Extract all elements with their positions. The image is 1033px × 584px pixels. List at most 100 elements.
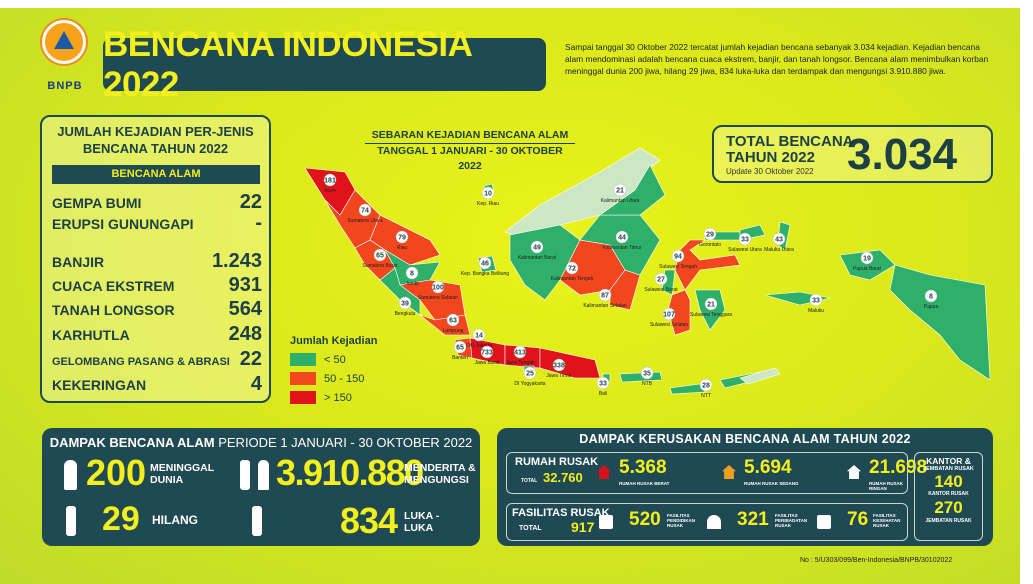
legend-label: < 50 [324, 353, 346, 366]
count-badge [472, 328, 486, 342]
region-name: Kalimantan Selatan [583, 303, 627, 309]
region-kalimantan-barat [509, 224, 581, 301]
region-name: Sumatera Barat [362, 263, 398, 269]
disaster-type-name: BANJIR [52, 254, 105, 270]
region-marker: 87 Kalimantan Selatan [583, 288, 627, 309]
region-count: 19 [863, 256, 871, 263]
region-name: Sulawesi Tenggara [690, 312, 732, 318]
house-value: 5.368 [619, 457, 667, 478]
bencana-alam-bar: BENCANA ALAM [52, 165, 260, 184]
facility-label: FASILITAS PERIBADATAN RUSAK [775, 513, 807, 528]
injured-label-2: LUKA [404, 522, 434, 534]
missing-label: HILANG [152, 513, 198, 527]
impact-title: DAMPAK BENCANA ALAM PERIODE 1 JANUARI - … [42, 435, 480, 450]
region-count: 733 [481, 350, 493, 357]
region-name: Kalimantan Utara [601, 198, 640, 204]
region-name: NTB [642, 381, 653, 387]
count-badge [596, 376, 610, 390]
count-badge [662, 307, 676, 321]
count-badge [809, 293, 823, 307]
facilities-total-label: TOTAL [519, 525, 542, 532]
injured-person-icon [252, 506, 262, 536]
disaster-type-name: KEKERINGAN [52, 377, 147, 393]
summary-text: Sampai tanggal 30 Oktober 2022 tercatat … [565, 42, 989, 76]
disaster-type-value: 931 [228, 274, 262, 296]
region-name: Jawa Barat [474, 360, 500, 366]
count-badge [395, 230, 409, 244]
count-badge [431, 280, 445, 294]
region-count: 33 [812, 298, 820, 305]
region-count: 413 [514, 350, 526, 357]
region-count: 94 [674, 254, 682, 261]
count-badge [323, 173, 337, 187]
logo-text: BNPB [47, 80, 83, 92]
count-badge [565, 261, 579, 275]
disaster-type-name: KARHUTLA [52, 327, 130, 343]
damage-title: DAMPAK KERUSAKAN BENCANA ALAM TAHUN 2022 [579, 432, 911, 446]
legend-label: 50 - 150 [324, 372, 365, 385]
disaster-type-row: GEMPA BUMI 22 [52, 191, 262, 214]
count-badge [453, 340, 467, 354]
region-count: 63 [449, 318, 457, 325]
house-label: RUMAH RUSAK SEDANG [744, 481, 799, 486]
house-value: 21.698 [869, 457, 928, 478]
count-badge [654, 272, 668, 286]
count-badge [481, 186, 495, 200]
region-name: Jambi [405, 281, 418, 287]
facilities-total: 917 [571, 519, 595, 535]
house-icon [847, 465, 861, 479]
facility-label-2: KESEHATAN [873, 518, 901, 523]
damage-panel: DAMPAK KERUSAKAN BENCANA ALAM TAHUN 2022… [497, 428, 993, 546]
region-count: 25 [526, 371, 534, 378]
region-name: DI Yogyakarta [514, 381, 545, 387]
total-label-1: TOTAL BENCANA [726, 133, 854, 150]
count-badge [358, 203, 372, 217]
house-label: RUMAH RUSAK BERAT [619, 481, 670, 486]
impact-panel: DAMPAK BENCANA ALAM PERIODE 1 JANUARI - … [42, 428, 480, 546]
region-marker: 8 Jambi [405, 266, 419, 287]
region-name: Aceh [324, 188, 336, 194]
count-badge [613, 183, 627, 197]
facility-icon [817, 515, 831, 529]
count-badge [640, 366, 654, 380]
count-badge [373, 248, 387, 262]
count-badge [480, 345, 494, 359]
region-count: 28 [702, 383, 710, 390]
region-count: 100 [432, 285, 444, 292]
region-marker: 28 NTT [699, 378, 713, 399]
count-badge [615, 230, 629, 244]
region-name: Sulawesi Tengah [659, 264, 697, 270]
facility-icon [707, 515, 721, 529]
legend-item: 50 - 150 [290, 369, 377, 388]
region-kalimantan-selatan [609, 269, 641, 311]
region-marker: 338 Jawa Timur [546, 358, 572, 379]
region-marker: 63 Lampung [443, 313, 464, 334]
office-title-1: KANTOR & [926, 456, 971, 466]
region-marker: 46 Kep. Bangka Belitung [461, 256, 509, 277]
facility-label-1: FASILITAS [667, 513, 690, 518]
region-count: 8 [410, 271, 414, 278]
legend-swatch [290, 372, 316, 385]
map-title: SEBARAN KEJADIAN BENCANA ALAM TANGGAL 1 J… [365, 128, 575, 174]
region-count: 107 [663, 312, 675, 319]
total-label-2: TAHUN 2022 [726, 149, 815, 166]
office-title-2: JEMBATAN RUSAK [923, 466, 974, 472]
facility-label-2: PERIBADATAN [775, 518, 808, 523]
count-badge [523, 366, 537, 380]
region-marker: 8 Papua [924, 289, 938, 310]
region-marker: 35 NTB [640, 366, 654, 387]
facility-label-1: FASILITAS [873, 513, 896, 518]
region-marker: 733 Jawa Barat [474, 345, 500, 366]
facility-label-2: PENDIDIKAN [667, 518, 696, 523]
region-marker: 10 Kep. Riau [477, 186, 499, 207]
region-count: 72 [568, 266, 576, 273]
woman-icon [258, 460, 269, 490]
region-marker: 29 Gorontalo [699, 227, 721, 248]
coffin-icon [64, 460, 77, 490]
disaster-type-name: GELOMBANG PASANG & ABRASI [52, 356, 230, 368]
timor-leste-shape [739, 367, 781, 385]
man-icon [240, 460, 250, 490]
injured-label: LUKA - LUKA [404, 510, 439, 534]
region-name: Sulawesi Utara [728, 247, 762, 253]
